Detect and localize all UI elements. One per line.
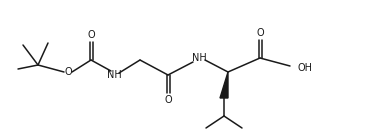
Text: O: O bbox=[88, 30, 95, 40]
Text: NH: NH bbox=[192, 53, 206, 63]
Text: O: O bbox=[257, 28, 264, 38]
Text: OH: OH bbox=[298, 63, 313, 73]
Text: O: O bbox=[165, 95, 172, 105]
Polygon shape bbox=[220, 72, 228, 98]
Text: O: O bbox=[64, 67, 72, 77]
Text: NH: NH bbox=[107, 70, 121, 80]
